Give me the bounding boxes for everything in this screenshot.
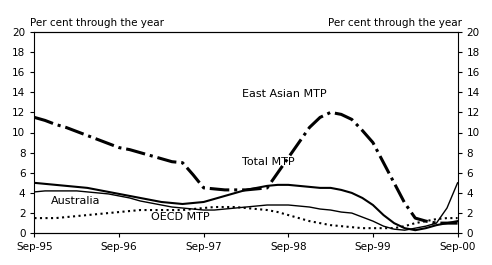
Text: OECD MTP: OECD MTP xyxy=(151,212,210,222)
Text: East Asian MTP: East Asian MTP xyxy=(242,89,326,99)
Text: Per cent through the year: Per cent through the year xyxy=(328,18,462,28)
Text: Total MTP: Total MTP xyxy=(242,157,294,167)
Text: Australia: Australia xyxy=(51,196,101,206)
Text: Per cent through the year: Per cent through the year xyxy=(30,18,164,28)
